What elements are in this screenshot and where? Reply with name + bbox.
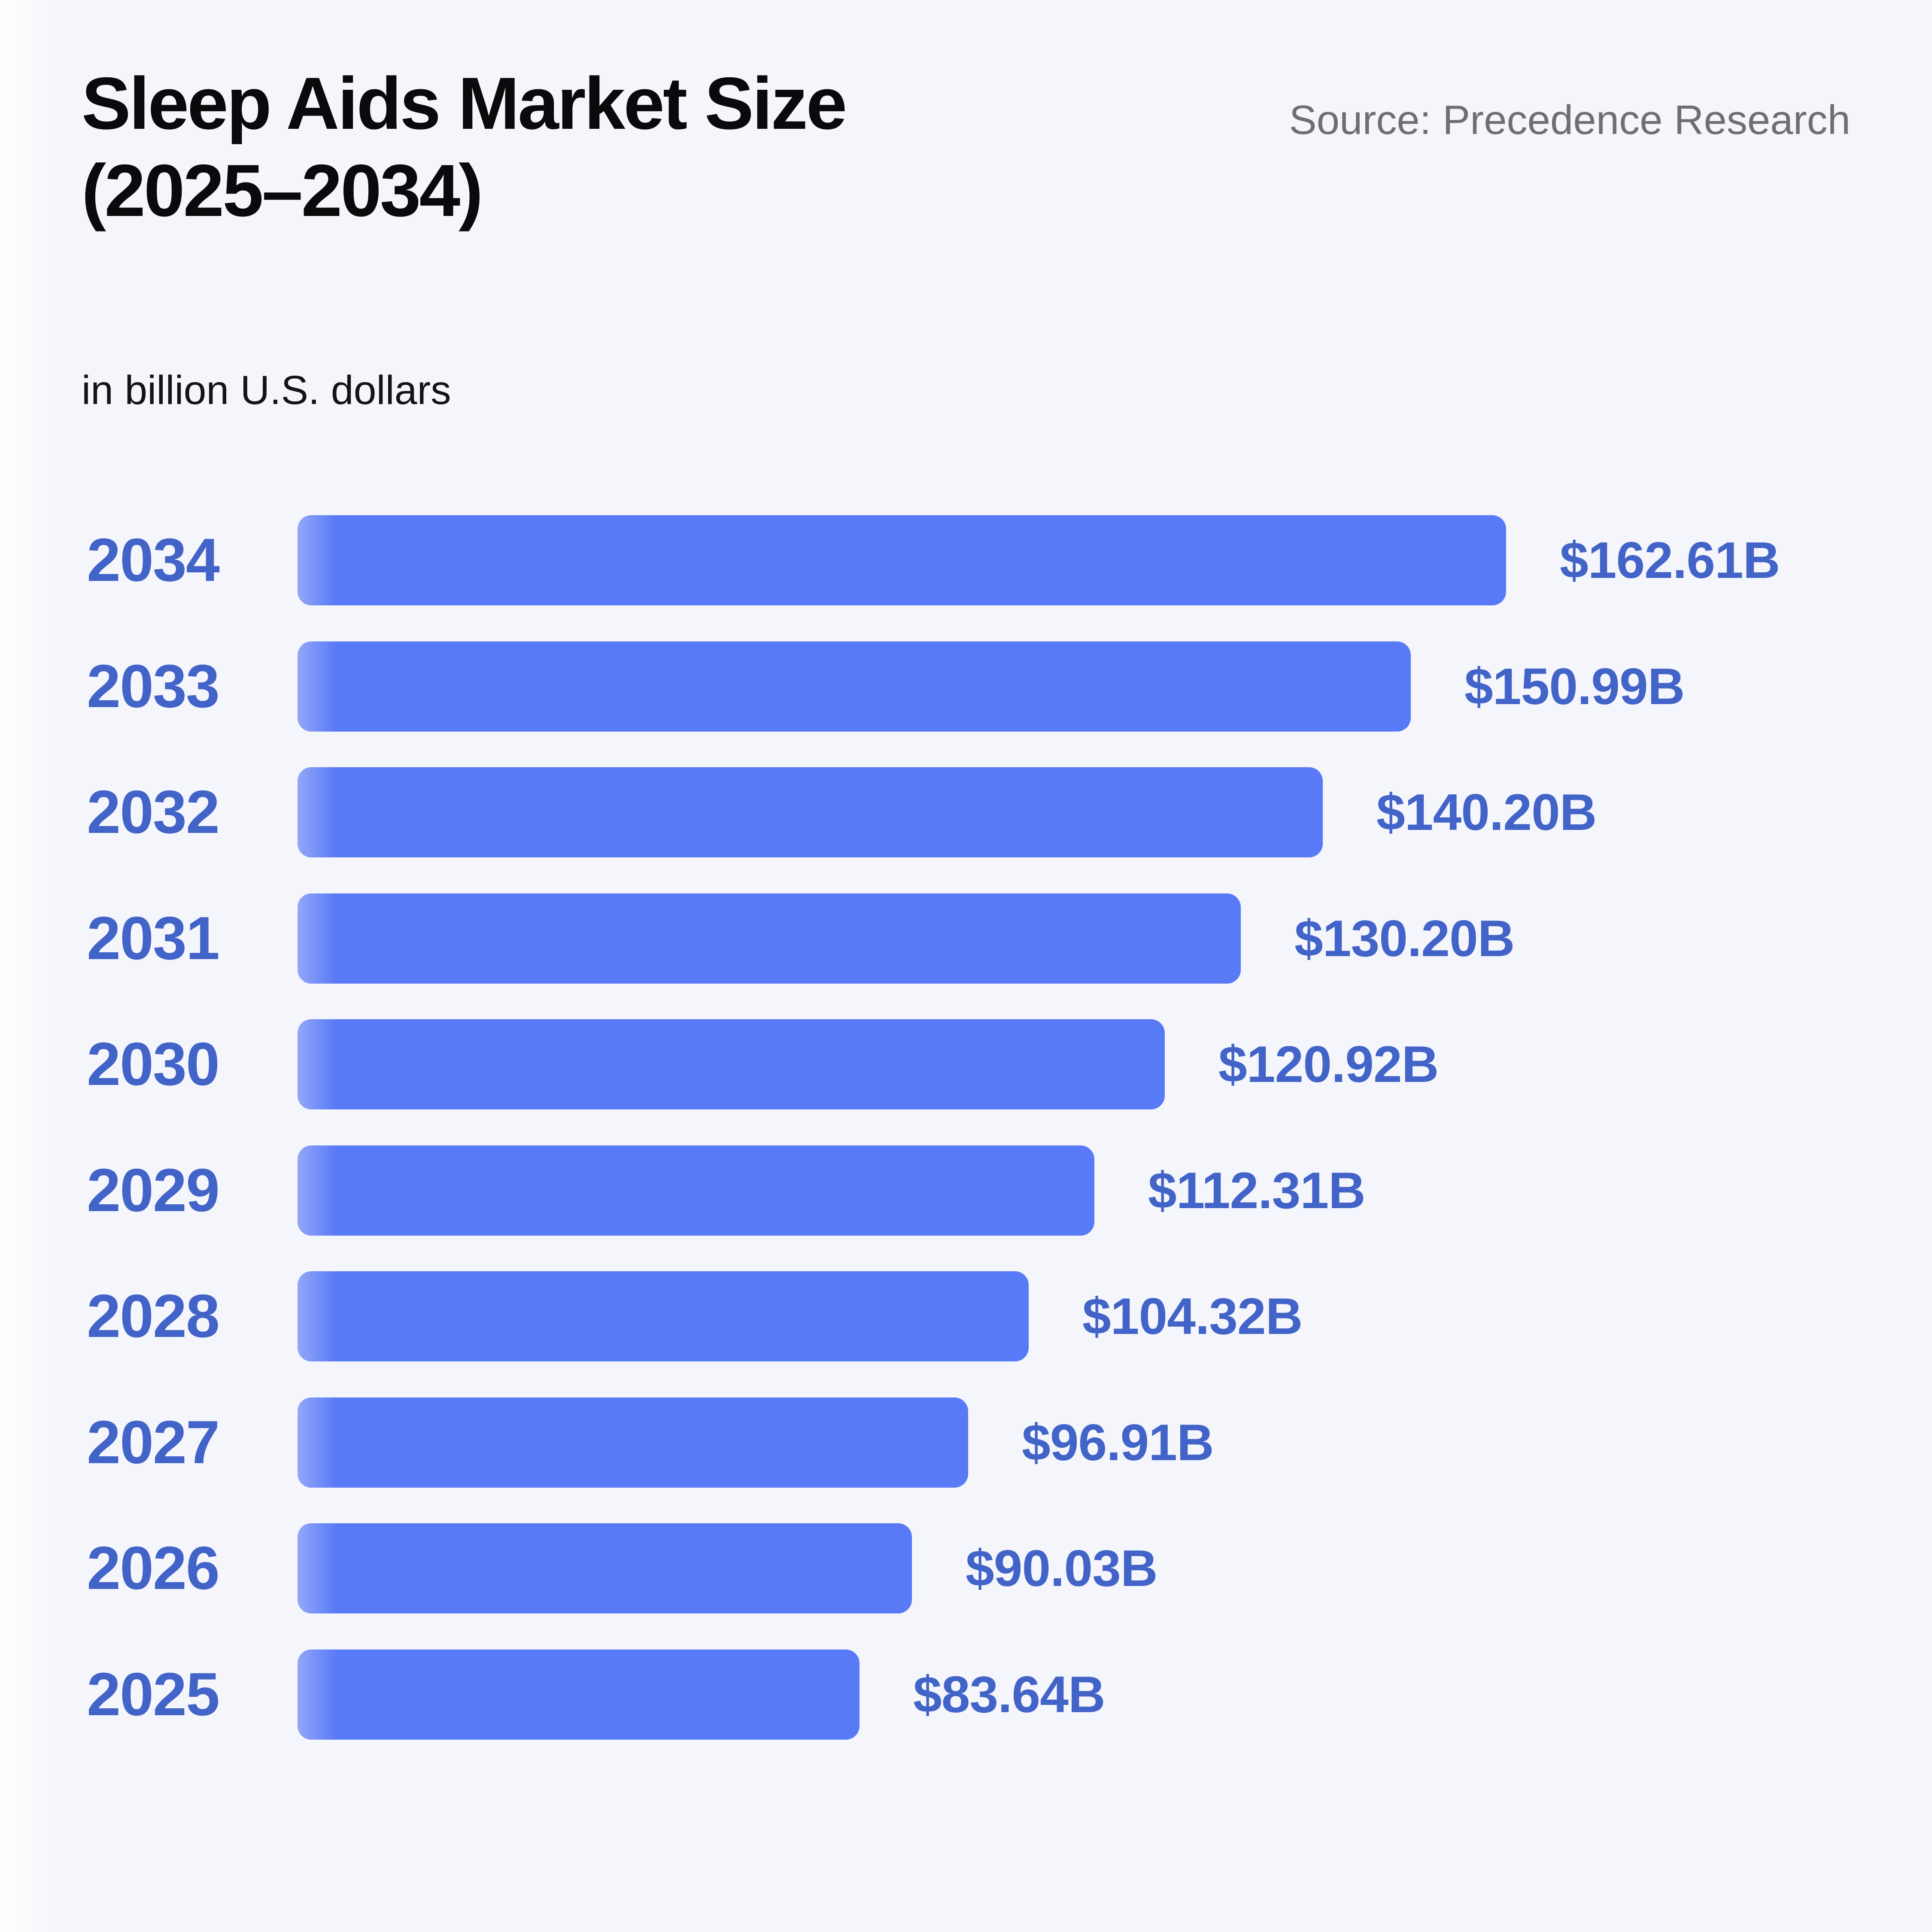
bar-2030 (298, 1019, 1165, 1109)
bar-2028 (298, 1271, 1029, 1361)
source-attribution: Source: Precedence Research (1289, 97, 1850, 143)
bar-row-2034: 2034 $162.61B (82, 515, 1850, 605)
year-label-2033: 2033 (87, 652, 220, 720)
value-label-2031: $130.20B (1294, 909, 1515, 967)
bar-row-2026: 2026 $90.03B (82, 1523, 1850, 1613)
page-title-line-1: Sleep Aids Market Size (82, 62, 847, 145)
page-title: Sleep Aids Market Size (2025–2034) (82, 60, 847, 234)
bar-row-2031: 2031 $130.20B (82, 893, 1850, 984)
value-label-2034: $162.61B (1560, 532, 1780, 589)
year-label-2027: 2027 (87, 1408, 220, 1476)
bar-2026 (298, 1523, 912, 1613)
bar-2033 (298, 641, 1411, 732)
value-label-2029: $112.31B (1148, 1161, 1366, 1219)
bar-2034 (298, 515, 1506, 605)
bar-row-2025: 2025 $83.64B (82, 1649, 1850, 1740)
year-label-2028: 2028 (87, 1282, 220, 1350)
value-label-2025: $83.64B (913, 1665, 1106, 1723)
bar-row-2032: 2032 $140.20B (82, 767, 1850, 857)
value-label-2032: $140.20B (1376, 784, 1597, 841)
bar-2031 (298, 893, 1241, 984)
year-label-2026: 2026 (87, 1534, 220, 1602)
year-label-2030: 2030 (87, 1030, 220, 1098)
value-label-2027: $96.91B (1022, 1413, 1214, 1471)
year-label-2034: 2034 (87, 526, 220, 594)
bar-2032 (298, 767, 1323, 857)
value-label-2026: $90.03B (966, 1540, 1158, 1597)
bar-row-2027: 2027 $96.91B (82, 1397, 1850, 1488)
value-label-2030: $120.92B (1218, 1036, 1439, 1093)
year-label-2032: 2032 (87, 778, 220, 846)
bar-2027 (298, 1397, 968, 1488)
bar-2025 (298, 1649, 860, 1740)
bar-row-2033: 2033 $150.99B (82, 641, 1850, 732)
year-label-2029: 2029 (87, 1156, 220, 1224)
bar-2029 (298, 1145, 1094, 1236)
bar-row-2030: 2030 $120.92B (82, 1019, 1850, 1109)
year-label-2031: 2031 (87, 904, 220, 972)
chart-subtitle: in billion U.S. dollars (82, 368, 451, 413)
value-label-2033: $150.99B (1464, 657, 1685, 715)
page-title-line-2: (2025–2034) (82, 149, 483, 232)
year-label-2025: 2025 (87, 1660, 220, 1728)
bar-chart: 2034 $162.61B 2033 $150.99B 2032 $140.20B 2031… (82, 515, 1850, 1740)
value-label-2028: $104.32B (1082, 1288, 1303, 1345)
bar-row-2029: 2029 $112.31B (82, 1145, 1850, 1236)
bar-row-2028: 2028 $104.32B (82, 1271, 1850, 1361)
